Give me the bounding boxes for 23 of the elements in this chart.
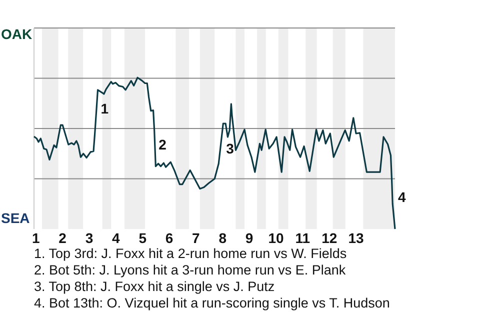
- x-tick-label: 13: [348, 230, 364, 246]
- annotation: 4: [398, 188, 406, 205]
- x-tick-label: 3: [85, 230, 94, 246]
- text: 4. Bot 13th: O. Vizquel hit a run-scoring single vs T. Hudson: [34, 296, 390, 310]
- x-tick-label: 12: [322, 230, 338, 246]
- x-tick-label: 1: [32, 230, 40, 246]
- text: SEA: [1, 210, 30, 226]
- annotation: 2: [158, 136, 167, 153]
- annotation: 3: [226, 140, 234, 157]
- text: 2. Bot 5th: J. Lyons hit a 3-run home run vs E. Plank: [34, 262, 346, 278]
- x-tick-label: 10: [268, 230, 284, 246]
- x-tick-label: 9: [245, 230, 254, 246]
- annotation: 1: [100, 100, 109, 116]
- x-tick-label: 11: [295, 230, 310, 246]
- x-tick-label: 7: [192, 230, 200, 246]
- text: 3. Top 8th: J. Foxx hit a single vs J. Putz: [34, 279, 275, 294]
- text: OAK: [1, 26, 32, 42]
- x-tick-label: 5: [138, 230, 147, 246]
- x-tick-label: 8: [218, 230, 227, 246]
- text: 1. Top 3rd: J. Foxx hit a 2-run home run vs W. Fields: [34, 246, 347, 261]
- x-tick-label: 4: [112, 230, 120, 246]
- x-tick-label: 6: [165, 230, 174, 246]
- x-tick-label: 2: [58, 230, 67, 246]
